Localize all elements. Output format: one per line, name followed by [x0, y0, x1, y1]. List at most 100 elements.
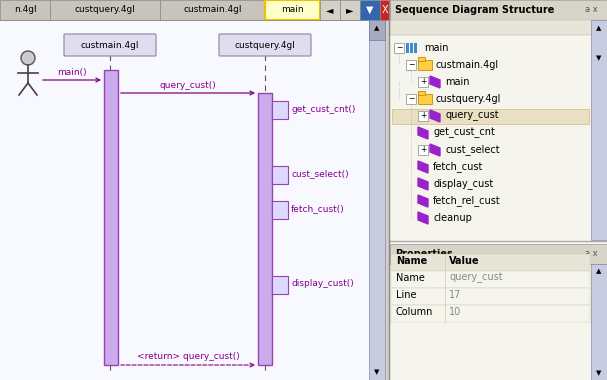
Text: custmain.4gl: custmain.4gl: [183, 5, 242, 14]
Bar: [391, 323, 590, 380]
Bar: [340, 0, 360, 20]
Bar: [391, 305, 590, 322]
Text: a x: a x: [585, 250, 598, 258]
Text: custquery.4gl: custquery.4gl: [436, 94, 501, 104]
Text: Value: Value: [449, 256, 480, 266]
Text: cust_select(): cust_select(): [291, 169, 348, 179]
Bar: [418, 111, 428, 121]
Text: Properties: Properties: [395, 249, 453, 259]
Text: <return> query_cust(): <return> query_cust(): [137, 352, 239, 361]
Bar: [391, 288, 590, 305]
Bar: [418, 77, 428, 87]
Bar: [390, 0, 607, 20]
Bar: [418, 91, 425, 95]
Bar: [272, 166, 288, 184]
Text: custquery.4gl: custquery.4gl: [234, 41, 296, 49]
Bar: [50, 0, 160, 20]
Bar: [406, 60, 416, 70]
Bar: [265, 0, 320, 20]
Polygon shape: [418, 195, 428, 207]
Text: ◄: ◄: [326, 5, 334, 15]
Bar: [390, 20, 607, 35]
Text: ▲: ▲: [375, 25, 380, 31]
Text: get_cust_cnt(): get_cust_cnt(): [291, 105, 355, 114]
Bar: [380, 0, 390, 20]
Text: ▼: ▼: [366, 5, 374, 15]
Polygon shape: [430, 110, 440, 122]
Text: custmain.4gl: custmain.4gl: [81, 41, 139, 49]
Polygon shape: [418, 127, 428, 139]
Bar: [394, 43, 404, 53]
Text: ▼: ▼: [596, 370, 602, 376]
Text: +: +: [420, 146, 426, 155]
Bar: [0, 0, 385, 20]
Bar: [392, 109, 589, 124]
Text: fetch_cust: fetch_cust: [433, 162, 483, 173]
Text: +: +: [420, 111, 426, 120]
Text: 17: 17: [449, 290, 461, 300]
FancyBboxPatch shape: [219, 34, 311, 56]
Text: Sequence Diagram Structure: Sequence Diagram Structure: [395, 5, 554, 15]
Text: 10: 10: [449, 307, 461, 317]
Text: ▼: ▼: [375, 369, 380, 375]
Text: ▲: ▲: [596, 268, 602, 274]
Polygon shape: [418, 212, 428, 224]
Text: a x: a x: [585, 5, 598, 14]
Bar: [369, 20, 385, 380]
Text: display_cust(): display_cust(): [291, 280, 354, 288]
Text: custmain.4gl: custmain.4gl: [436, 60, 499, 70]
Text: main: main: [281, 5, 304, 14]
Bar: [591, 20, 607, 240]
Bar: [272, 101, 288, 119]
Bar: [390, 244, 607, 264]
Text: main: main: [424, 43, 449, 53]
Polygon shape: [418, 161, 428, 173]
Bar: [104, 70, 118, 365]
Bar: [272, 276, 288, 294]
Text: query_cust: query_cust: [445, 111, 498, 121]
Text: main(): main(): [57, 68, 87, 77]
Polygon shape: [430, 144, 440, 156]
Bar: [591, 264, 607, 380]
Bar: [391, 271, 590, 288]
Text: cust_select: cust_select: [445, 144, 500, 155]
Bar: [406, 94, 416, 104]
Text: custquery.4gl: custquery.4gl: [75, 5, 135, 14]
Text: cleanup: cleanup: [433, 213, 472, 223]
Text: ▲: ▲: [596, 25, 602, 31]
Polygon shape: [418, 178, 428, 190]
Text: display_cust: display_cust: [433, 179, 493, 190]
Circle shape: [21, 51, 35, 65]
Bar: [391, 254, 590, 271]
Bar: [369, 20, 385, 40]
Bar: [320, 0, 340, 20]
Text: X: X: [382, 5, 388, 15]
Text: fetch_cust(): fetch_cust(): [291, 204, 345, 214]
Bar: [160, 0, 265, 20]
Bar: [418, 145, 428, 155]
Text: Column: Column: [396, 307, 433, 317]
Text: Line: Line: [396, 290, 416, 300]
Text: +: +: [420, 78, 426, 87]
Text: −: −: [396, 43, 402, 52]
Text: n.4gl: n.4gl: [14, 5, 36, 14]
Text: fetch_rel_cust: fetch_rel_cust: [433, 196, 501, 206]
Bar: [418, 94, 432, 104]
Text: query_cust(): query_cust(): [160, 81, 216, 90]
Text: −: −: [408, 95, 414, 103]
Text: ▼: ▼: [596, 55, 602, 61]
Text: query_cust: query_cust: [449, 273, 503, 283]
Bar: [390, 0, 607, 380]
Bar: [410, 43, 413, 53]
Bar: [406, 43, 409, 53]
Bar: [272, 201, 288, 219]
Text: ►: ►: [346, 5, 354, 15]
Text: Name: Name: [396, 256, 427, 266]
Text: get_cust_cnt: get_cust_cnt: [433, 128, 495, 138]
Text: Name: Name: [396, 273, 425, 283]
Bar: [418, 57, 425, 61]
Text: −: −: [408, 60, 414, 70]
Bar: [360, 0, 380, 20]
Bar: [0, 20, 385, 380]
Text: main: main: [445, 77, 469, 87]
